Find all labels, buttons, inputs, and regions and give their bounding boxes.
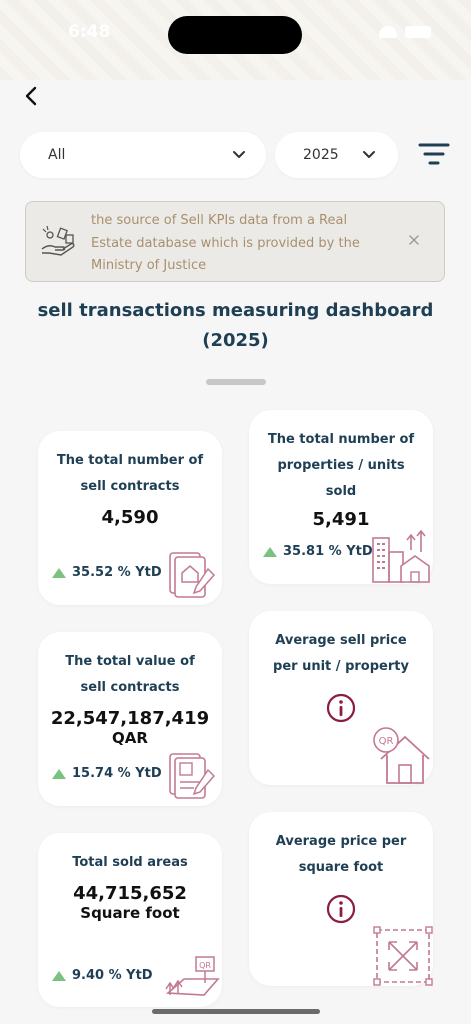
page-title: sell transactions measuring dashboard (2… [0,296,471,356]
notice-text: the source of Sell KPIs data from a Real… [91,213,360,273]
info-circle-icon[interactable] [326,894,356,924]
document-hand-icon [41,225,75,256]
ytd-text: 35.52 % YtD [72,565,162,580]
triangle-up-icon [52,970,66,981]
dynamic-island [168,16,302,54]
card-title-line: properties / units [277,458,405,473]
wifi-icon [379,26,397,38]
chevron-left-icon[interactable] [20,84,44,108]
card-title-line: The total number of [267,432,415,447]
ytd-change: 9.40 % YtD [52,968,153,983]
kpi-card-contracts-value[interactable]: The total value of sell contracts 22,547… [38,632,222,806]
page-title-line2: (2025) [202,330,269,351]
ytd-text: 9.40 % YtD [72,968,153,983]
land-plot-icon: QR [165,956,220,996]
info-circle-icon[interactable] [326,693,356,723]
card-title: Average price per square foot [259,829,423,881]
status-icons [379,26,431,38]
card-unit: Square foot [80,904,180,922]
card-title-line: Average sell price [275,633,407,648]
drag-handle[interactable] [206,379,266,385]
page-title-line1: sell transactions measuring dashboard [37,300,434,321]
ytd-change: 35.52 % YtD [52,565,162,580]
expand-area-icon [373,926,433,986]
svg-text:QR: QR [199,961,211,970]
card-unit: QAR [112,729,148,747]
card-title-line: Average price per [275,834,407,849]
buildings-growth-icon [372,530,430,583]
card-title-line: The total value of [65,654,195,669]
close-icon[interactable] [406,232,422,248]
card-value: 5,491 [312,509,370,530]
triangle-up-icon [52,567,66,578]
card-value: 22,547,187,419 [50,708,210,729]
category-select[interactable]: All [20,132,266,178]
chevron-down-icon [363,151,375,158]
ytd-change: 35.81 % YtD [263,544,373,559]
contract-document-icon [169,552,216,598]
chevron-down-icon [233,151,245,158]
home-indicator [152,1009,320,1014]
card-title-line: sell contracts [80,479,180,494]
battery-icon [405,26,431,38]
status-time: 6:48 [68,22,111,42]
card-title-line: per unit / property [273,659,409,674]
ytd-text: 35.81 % YtD [283,544,373,559]
qr-house-icon: QR [373,727,430,784]
kpi-card-sell-contracts[interactable]: The total number of sell contracts 4,590… [38,431,222,605]
data-source-notice: the source of Sell KPIs data from a Real… [25,201,445,282]
kpi-card-properties-sold[interactable]: The total number of properties / units s… [249,410,433,584]
kpi-card-avg-price-sqft[interactable]: Average price per square foot [249,812,433,986]
triangle-up-icon [263,546,277,557]
card-title-line: The total number of [56,453,204,468]
card-value: 4,590 [101,507,159,528]
qr-document-icon [169,753,216,799]
card-title: The total value of sell contracts [48,649,212,701]
card-title-line: Total sold areas [72,855,188,870]
year-select-value: 2025 [303,147,339,163]
card-title: The total number of properties / units s… [259,427,423,505]
ytd-text: 15.74 % YtD [72,766,162,781]
card-title-line: square foot [298,860,384,875]
card-value: 44,715,652 [73,883,187,904]
card-title: Average sell price per unit / property [259,628,423,680]
triangle-up-icon [52,768,66,779]
kpi-card-sold-areas[interactable]: Total sold areas 44,715,652 Square foot … [38,833,222,1007]
kpi-card-avg-sell-price[interactable]: Average sell price per unit / property Q… [249,611,433,785]
card-title: The total number of sell contracts [48,448,212,500]
category-select-value: All [48,147,66,163]
filter-lines-icon[interactable] [418,141,450,167]
svg-text:QR: QR [379,736,394,747]
card-title: Total sold areas [48,850,212,876]
card-title-line: sold [325,484,357,499]
card-title-line: sell contracts [80,680,180,695]
year-select[interactable]: 2025 [275,132,398,178]
ytd-change: 15.74 % YtD [52,766,162,781]
